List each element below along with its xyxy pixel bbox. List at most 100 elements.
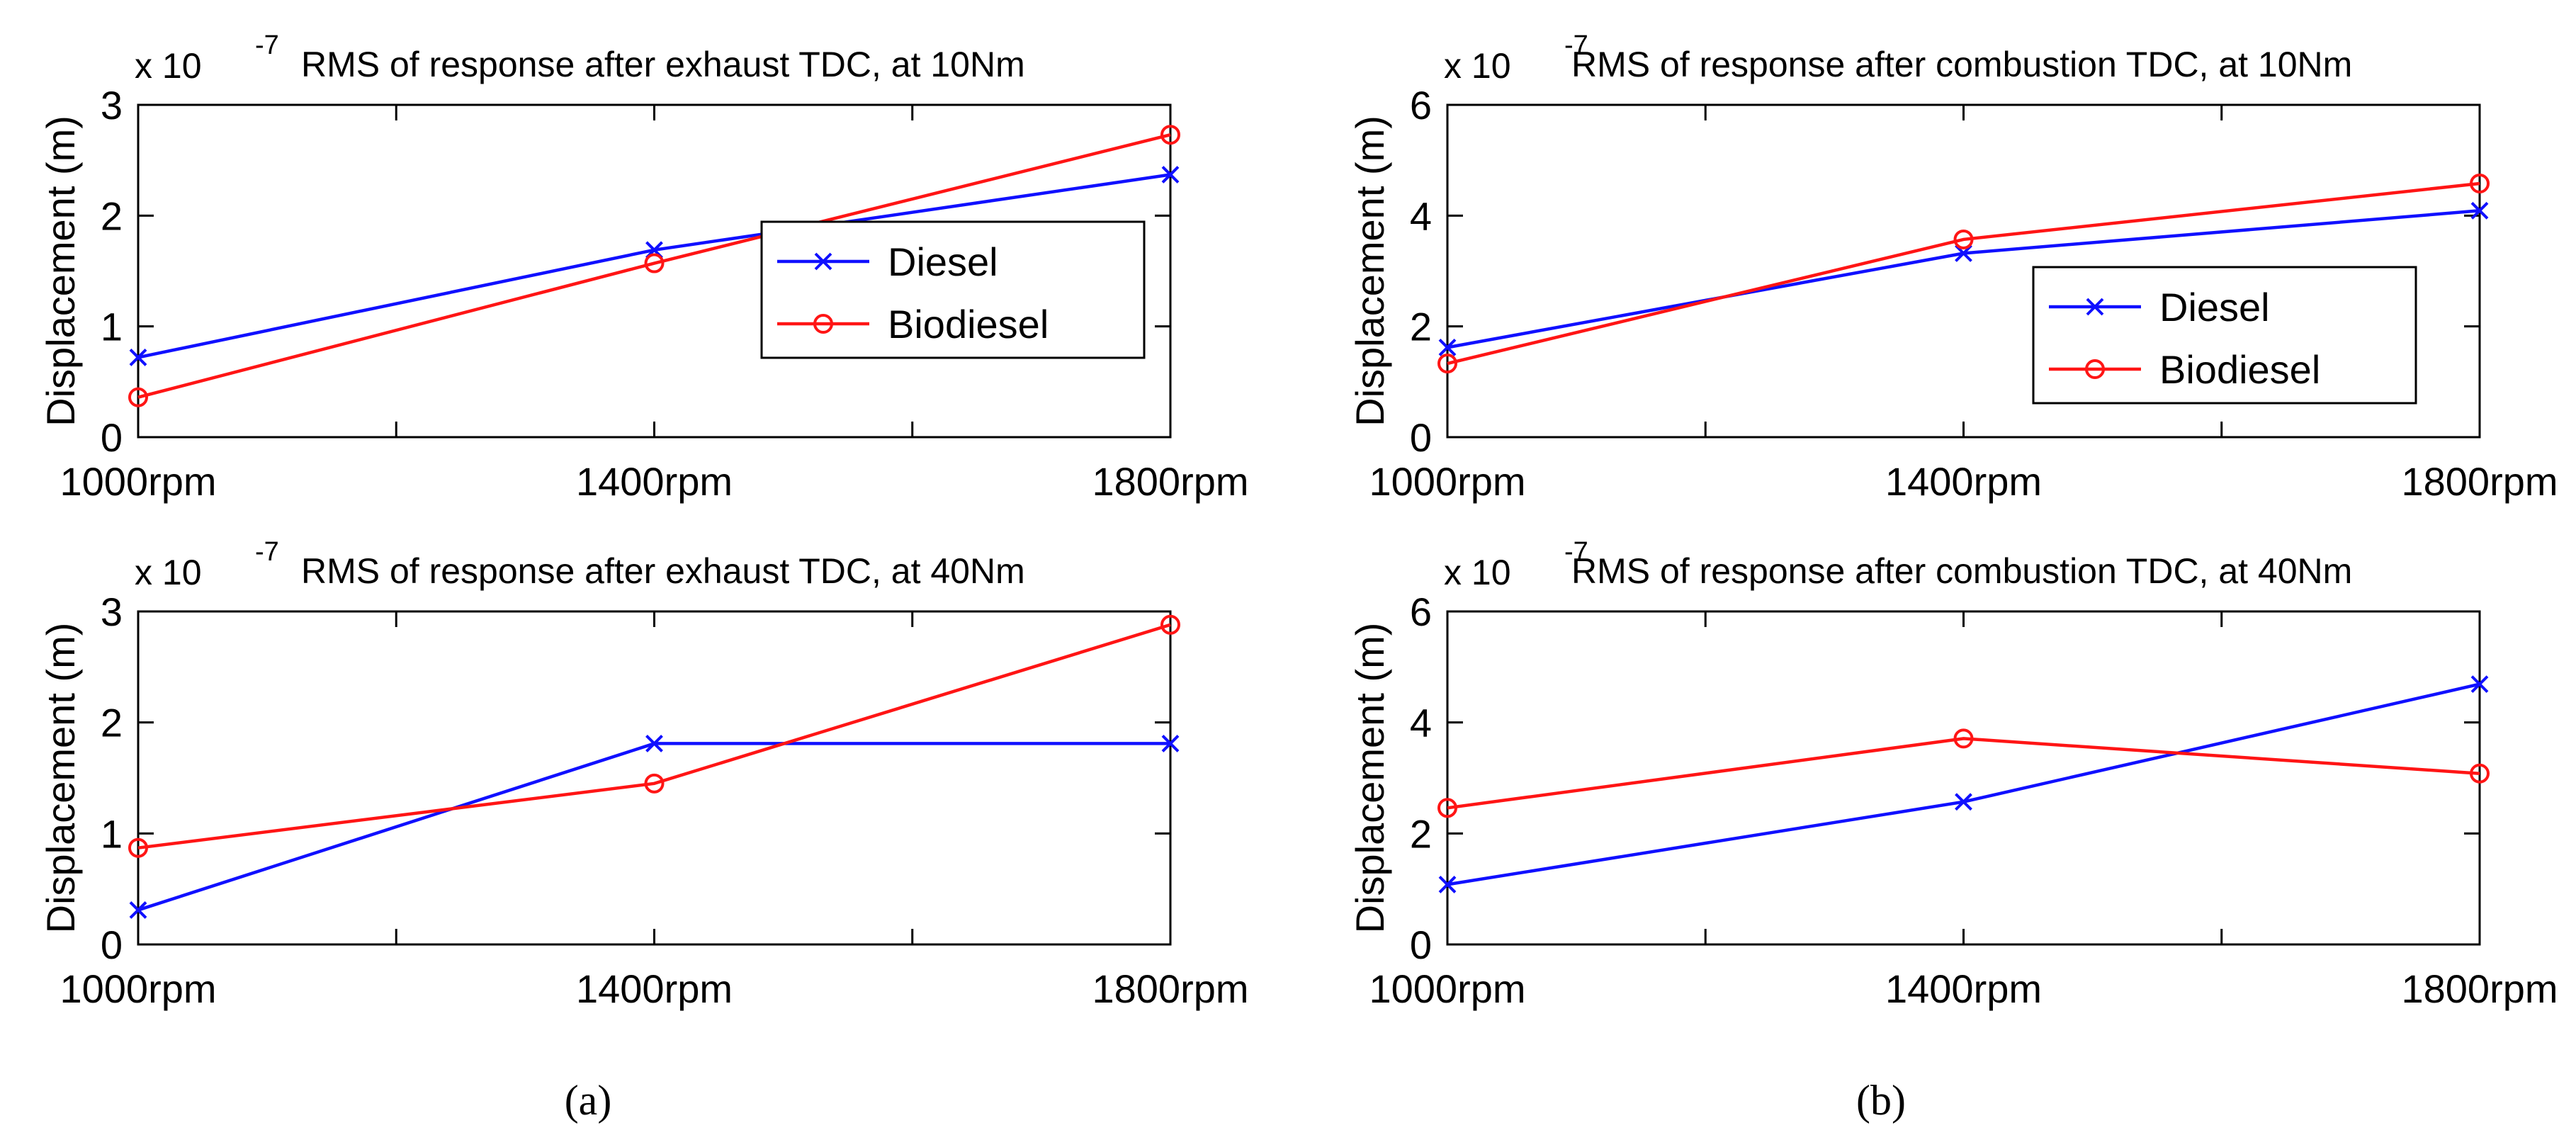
legend-marker-biodiesel — [2085, 359, 2105, 379]
series-line-biodiesel — [137, 133, 1171, 399]
y-axis-label: Displacement (m) — [38, 115, 83, 427]
x-tick-label: 1000rpm — [1369, 966, 1525, 1011]
x-tick-label: 1400rpm — [576, 459, 733, 504]
legend-box — [760, 220, 1146, 359]
y-tick-label: 4 — [1410, 193, 1432, 238]
y-tick-label: 2 — [101, 193, 123, 238]
legend-label-biodiesel: Biodiesel — [2159, 347, 2320, 392]
chart-panel-3: 0 1 2 3 1000rpm 1400rpm 1800rpm Displacement (m… — [38, 537, 1249, 1011]
series-line-biodiesel — [1447, 181, 2480, 366]
x-tick-label: 1400rpm — [1885, 966, 2042, 1011]
y-multiplier-base: x 10 — [135, 553, 202, 592]
data-point-diesel — [129, 349, 147, 366]
marker-stroke — [1161, 735, 1180, 752]
marker-stroke — [129, 901, 147, 919]
legend-label-diesel: Diesel — [2159, 285, 2270, 329]
y-axis-label: Displacement (m) — [1348, 623, 1392, 934]
y-tick-label: 4 — [1410, 701, 1432, 745]
y-tick-label: 2 — [1410, 305, 1432, 349]
data-point-biodiesel — [644, 253, 665, 273]
data-point-diesel — [1438, 338, 1457, 356]
y-axis-label: Displacement (m) — [38, 623, 83, 934]
y-tick-label: 0 — [1410, 415, 1432, 460]
y-multiplier-base: x 10 — [1444, 553, 1511, 592]
x-tick-label: 1800rpm — [2401, 966, 2558, 1011]
y-tick-label: 0 — [101, 922, 123, 967]
data-point-biodiesel — [1953, 229, 1974, 249]
legend-marker-diesel — [2086, 298, 2104, 316]
plot-area — [137, 610, 1172, 946]
data-point-biodiesel — [1437, 354, 1457, 374]
legend-marker-diesel — [814, 252, 832, 271]
y-multiplier-exponent: -7 — [1564, 537, 1588, 567]
x-tick-label: 1800rpm — [2401, 459, 2558, 504]
x-tick-label: 1800rpm — [1092, 459, 1248, 504]
data-point-biodiesel — [1160, 614, 1180, 635]
legend-label-biodiesel: Biodiesel — [888, 302, 1049, 346]
chart-title: RMS of response after combustion TDC, at… — [1571, 45, 2352, 84]
data-point-diesel — [1438, 875, 1457, 893]
chart-title: RMS of response after exhaust TDC, at 40… — [301, 551, 1025, 591]
marker-stroke — [1438, 875, 1457, 893]
y-multiplier-exponent: -7 — [255, 537, 279, 567]
data-point-biodiesel — [128, 837, 148, 858]
y-tick-label: 1 — [101, 305, 123, 349]
y-multiplier-exponent: -7 — [255, 30, 279, 60]
marker-stroke — [129, 349, 147, 366]
y-tick-label: 3 — [101, 83, 123, 128]
caption-a: (a) — [565, 1077, 612, 1124]
series-line-biodiesel — [137, 623, 1171, 850]
caption-b: (b) — [1856, 1077, 1906, 1124]
data-point-diesel — [645, 735, 663, 752]
chart-title: RMS of response after exhaust TDC, at 10… — [301, 45, 1025, 84]
x-tick-label: 1000rpm — [1369, 459, 1525, 504]
series-line-biodiesel — [1447, 737, 2480, 810]
data-point-diesel — [1955, 244, 1972, 262]
x-tick-label: 1800rpm — [1092, 966, 1248, 1011]
data-point-diesel — [1161, 735, 1180, 752]
data-point-diesel — [1955, 793, 1972, 811]
y-tick-label: 0 — [101, 415, 123, 460]
x-tick-label: 1400rpm — [1885, 459, 2042, 504]
y-tick-label: 2 — [1410, 811, 1432, 856]
marker-stroke — [2470, 201, 2489, 220]
marker-stroke — [1955, 793, 1972, 811]
data-point-diesel — [2470, 201, 2489, 220]
chart-panel-4: 0 2 4 6 1000rpm 1400rpm 1800rpm Displacement (m… — [1348, 537, 2558, 1011]
y-axis-label: Displacement (m) — [1348, 115, 1392, 427]
y-tick-label: 6 — [1410, 589, 1432, 634]
y-tick-label: 6 — [1410, 83, 1432, 128]
data-point-diesel — [1161, 166, 1180, 184]
y-multiplier-base: x 10 — [135, 46, 202, 86]
data-point-biodiesel — [2470, 763, 2490, 784]
data-point-biodiesel — [1160, 125, 1180, 145]
plot-area — [1446, 610, 2481, 946]
y-tick-label: 2 — [101, 701, 123, 745]
x-tick-label: 1000rpm — [60, 459, 216, 504]
legend-marker-biodiesel — [813, 314, 833, 334]
data-point-biodiesel — [644, 773, 665, 794]
legend: Diesel Biodiesel — [2032, 266, 2417, 405]
data-point-diesel — [2470, 675, 2489, 694]
chart-title: RMS of response after combustion TDC, at… — [1571, 551, 2352, 591]
marker-stroke — [2470, 675, 2489, 694]
data-point-biodiesel — [128, 387, 148, 407]
y-multiplier-exponent: -7 — [1564, 30, 1588, 60]
x-tick-label: 1400rpm — [576, 966, 733, 1011]
data-point-biodiesel — [1953, 728, 1974, 749]
y-tick-label: 0 — [1410, 922, 1432, 967]
data-point-diesel — [129, 901, 147, 919]
y-tick-label: 1 — [101, 811, 123, 856]
marker-stroke — [1438, 338, 1457, 356]
legend: Diesel Biodiesel — [760, 220, 1146, 359]
legend-box — [2032, 266, 2417, 405]
marker-stroke — [1955, 244, 1972, 262]
data-point-biodiesel — [1437, 798, 1457, 818]
data-point-biodiesel — [2470, 173, 2490, 193]
chart-panel-2: 0 2 4 6 1000rpm 1400rpm 1800rpm Displacement (m… — [1348, 30, 2558, 504]
marker-stroke — [1161, 166, 1180, 184]
chart-panel-1: 0 1 2 3 1000rpm 1400rpm 1800rpm Displacement (m… — [38, 30, 1249, 504]
y-tick-label: 3 — [101, 589, 123, 634]
x-tick-label: 1000rpm — [60, 966, 216, 1011]
